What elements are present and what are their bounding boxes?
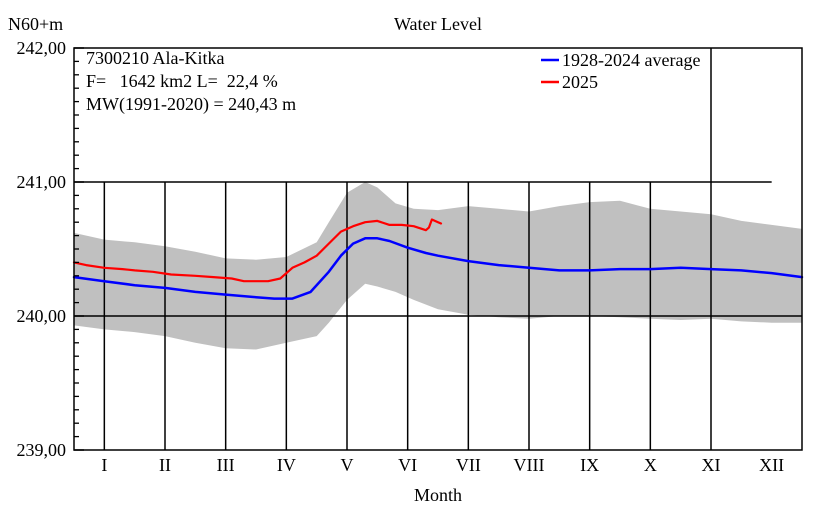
series [72, 218, 804, 300]
x-tick-label: XII [759, 455, 784, 475]
grid [74, 48, 802, 450]
y-tick-label: 242,00 [17, 38, 67, 58]
x-tick-label: VII [456, 455, 481, 475]
chart-title: Water Level [394, 14, 482, 34]
historical-range-band [74, 182, 802, 350]
catchment-info: F= 1642 km2 L= 22,4 % [86, 71, 278, 91]
legend-label: 2025 [562, 72, 598, 92]
x-axis-label: Month [414, 485, 462, 505]
x-tick-label: VIII [514, 455, 545, 475]
legend-label: 1928-2024 average [562, 50, 700, 70]
y-tick-label: 239,00 [17, 440, 67, 460]
x-tick-label: III [217, 455, 235, 475]
x-tick-label: XI [702, 455, 721, 475]
station-info: 7300210 Ala-Kitka F= 1642 km2 L= 22,4 % … [86, 48, 296, 115]
x-tick-label: V [341, 455, 354, 475]
x-tick-label: X [644, 455, 657, 475]
station-name: 7300210 Ala-Kitka [86, 48, 224, 68]
x-tick-label: VI [398, 455, 417, 475]
mean-water-level: MW(1991-2020) = 240,43 m [86, 94, 296, 115]
y-tick-label: 241,00 [17, 172, 67, 192]
y-tick-label: 240,00 [17, 306, 67, 326]
x-tick-label: I [101, 455, 107, 475]
x-tick-label: IV [277, 455, 296, 475]
range-band-area [74, 182, 802, 350]
x-tick-label: II [159, 455, 171, 475]
x-tick-label: IX [580, 455, 599, 475]
series-line-year [72, 218, 443, 283]
y-axis-label: N60+m [8, 14, 63, 34]
series-line-average [72, 237, 804, 300]
